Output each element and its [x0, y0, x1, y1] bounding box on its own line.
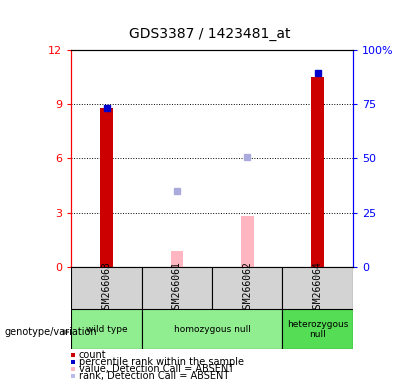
Bar: [241, 216, 254, 267]
Text: heterozygous
null: heterozygous null: [287, 319, 348, 339]
Text: GSM266061: GSM266061: [172, 262, 182, 314]
Bar: [212, 267, 282, 309]
Text: wild type: wild type: [86, 325, 127, 334]
Bar: [71, 309, 142, 349]
Text: rank, Detection Call = ABSENT: rank, Detection Call = ABSENT: [79, 371, 229, 381]
Text: GDS3387 / 1423481_at: GDS3387 / 1423481_at: [129, 27, 291, 41]
Text: homozygous null: homozygous null: [173, 325, 251, 334]
Text: percentile rank within the sample: percentile rank within the sample: [79, 357, 244, 367]
Text: genotype/variation: genotype/variation: [4, 327, 97, 337]
Text: GSM266063: GSM266063: [102, 262, 112, 314]
Text: GSM266064: GSM266064: [312, 262, 323, 314]
Text: count: count: [79, 350, 107, 360]
Bar: [282, 267, 353, 309]
Text: GSM266062: GSM266062: [242, 262, 252, 314]
Bar: [311, 77, 324, 267]
Bar: [100, 108, 113, 267]
Bar: [282, 309, 353, 349]
Bar: [142, 309, 282, 349]
Text: value, Detection Call = ABSENT: value, Detection Call = ABSENT: [79, 364, 234, 374]
Bar: [171, 251, 183, 267]
Bar: [71, 267, 142, 309]
Bar: [142, 267, 212, 309]
